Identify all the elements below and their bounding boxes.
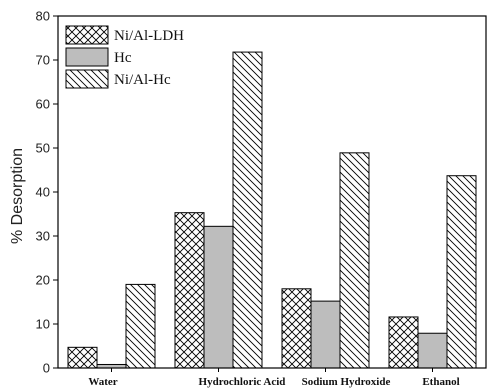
legend-label: Hc xyxy=(114,50,132,66)
y-tick-label: 30 xyxy=(36,229,50,244)
bar xyxy=(125,283,156,369)
y-axis-ticks: 0 10 20 30 40 50 60 70 80 xyxy=(36,9,58,376)
bar xyxy=(67,346,98,369)
bar xyxy=(281,288,312,369)
y-tick-label: 70 xyxy=(36,53,50,68)
bar xyxy=(417,332,448,369)
x-axis-category-labels: Water Hydrochloric Acid Sodium Hydroxide Et… xyxy=(88,376,459,388)
legend-swatch xyxy=(65,47,109,67)
bar xyxy=(203,225,234,369)
legend-label: Ni/Al-LDH xyxy=(114,28,184,44)
legend-swatch xyxy=(65,25,109,45)
bar xyxy=(232,51,263,369)
legend-swatch xyxy=(65,69,109,89)
y-tick-label: 60 xyxy=(36,97,50,112)
y-tick-label: 40 xyxy=(36,185,50,200)
x-category-label: Water xyxy=(88,376,117,388)
plot-frame xyxy=(57,15,487,369)
x-category-label: Sodium Hydroxide xyxy=(302,376,391,388)
bar xyxy=(310,300,341,369)
y-axis-label: % Desorption xyxy=(9,148,26,244)
bar xyxy=(446,175,477,369)
y-tick-label: 80 xyxy=(36,9,50,24)
y-tick-label: 10 xyxy=(36,317,50,332)
legend: Ni/Al-LDH Hc Ni/Al-Hc xyxy=(65,25,184,89)
x-category-label: Ethanol xyxy=(422,376,459,388)
y-tick-label: 20 xyxy=(36,273,50,288)
legend-label: Ni/Al-Hc xyxy=(114,72,171,88)
bar xyxy=(174,212,205,369)
y-tick-label: 0 xyxy=(43,361,50,376)
bar xyxy=(339,152,370,369)
bars xyxy=(67,51,477,372)
y-tick-label: 50 xyxy=(36,141,50,156)
bar xyxy=(388,316,419,369)
x-category-label: Hydrochloric Acid xyxy=(199,376,286,388)
